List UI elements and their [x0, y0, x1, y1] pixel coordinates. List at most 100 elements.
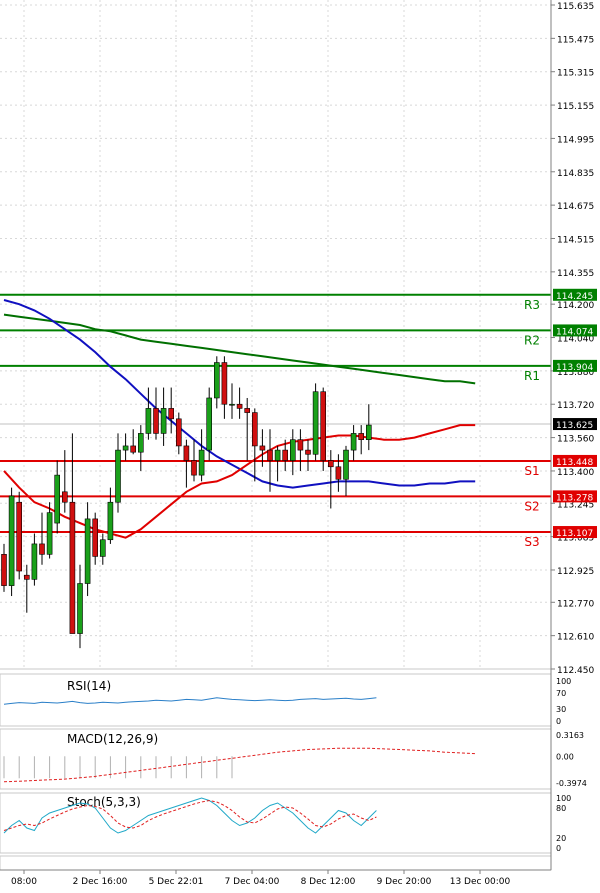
price-tick-label: 115.155 [557, 102, 594, 112]
candle [236, 387, 243, 419]
candle-body [365, 424, 372, 440]
candle-body [297, 439, 304, 451]
time-tick-label: 9 Dec 20:00 [377, 877, 432, 887]
price-tick-label: 114.995 [557, 135, 594, 145]
indicator-tick-label: 100 [556, 794, 571, 803]
level-price-tag-bg [553, 526, 597, 539]
candle [191, 439, 197, 482]
candle-body [191, 460, 197, 476]
level-price-tag-bg [553, 288, 597, 301]
candle [115, 433, 121, 513]
candle-body [274, 449, 281, 461]
level-price-tag: 113.904 [556, 363, 593, 373]
current-price-tag: 113.625 [556, 421, 593, 431]
time-tick-label: 13 Dec 00:00 [450, 877, 511, 887]
candle-body [176, 418, 182, 447]
candle-body [305, 449, 311, 455]
time-tick-label: 5 Dec 22:01 [149, 877, 204, 887]
macd-signal-line [3, 747, 476, 783]
candle [8, 487, 15, 597]
price-tick-label: 114.200 [557, 301, 594, 311]
candle [176, 412, 182, 455]
candle [358, 425, 365, 455]
level-label-r2: R2 [524, 333, 540, 347]
candle [39, 512, 45, 565]
candle-body [39, 543, 45, 555]
candle-body [252, 412, 258, 447]
price-tick-label: 113.720 [557, 401, 594, 411]
candle [305, 439, 311, 471]
candle [145, 387, 152, 440]
candle-body [122, 445, 129, 451]
candle [23, 564, 30, 613]
price-tick-label: 112.450 [557, 666, 594, 676]
candle-body [61, 491, 68, 503]
candle-body [335, 466, 342, 480]
candle-body [320, 391, 327, 461]
candle-body [54, 474, 61, 524]
candle-body [206, 397, 212, 451]
candle-body [100, 539, 106, 557]
indicator-tick-label: 70 [556, 689, 566, 698]
price-tick-label: 112.610 [557, 633, 594, 643]
time-axis: 08:00 2 Dec 16:00 5 Dec 22:01 7 Dec 04:00 8 … [11, 870, 511, 887]
stoch-pane-frame [0, 792, 552, 854]
candle [259, 429, 266, 467]
bottom-empty-pane [0, 855, 552, 871]
candle-body [31, 543, 38, 580]
level-price-tag: 113.278 [556, 493, 593, 503]
candle-body [160, 408, 167, 434]
indicator-tick-label: 0 [556, 717, 561, 726]
candle-body [229, 403, 235, 406]
candle [122, 433, 129, 461]
level-price-tag-bg [553, 490, 597, 503]
level-price-tag: 113.107 [556, 529, 593, 539]
price-grid [0, 0, 551, 670]
level-price-tag: 114.245 [556, 292, 593, 302]
macd-pane: MACD(12,26,9) 0.3163 0.00 -0.3974 [0, 728, 587, 790]
level-label-s3: S3 [524, 535, 539, 549]
time-tick-label: 8 Dec 12:00 [301, 877, 356, 887]
indicator-tick-label: 0.3163 [556, 731, 584, 740]
candle [252, 408, 258, 482]
candle-body [1, 554, 7, 586]
candle-body [282, 449, 289, 461]
price-tick-label: 113.400 [557, 468, 594, 478]
indicator-tick-label: 0 [556, 844, 561, 853]
candle [282, 439, 289, 471]
macd-axis: 0.3163 0.00 -0.3974 [556, 731, 587, 788]
rsi-title: RSI(14) [67, 679, 111, 693]
stoch-d-line [3, 799, 377, 831]
candle-body [236, 403, 243, 409]
indicator-tick-label: 80 [556, 804, 566, 813]
candle [16, 491, 23, 580]
rsi-line [3, 697, 377, 705]
candle [1, 543, 7, 592]
candle-body [214, 362, 220, 399]
price-pane: R3 R2 R1 S1 S2 S3 [0, 0, 551, 670]
candle [198, 429, 205, 482]
candle-body [107, 501, 114, 541]
candle [153, 387, 159, 440]
ma-line-ma-slow [3, 313, 476, 385]
candle [244, 397, 250, 461]
time-tick-label: 08:00 [11, 877, 37, 887]
candle [221, 356, 228, 419]
candle [365, 404, 372, 451]
time-tick-label: 7 Dec 04:00 [225, 877, 280, 887]
price-axis: 115.635 115.475 115.315 115.155 114.995 114.8… [551, 2, 594, 676]
candle-body [115, 449, 121, 503]
candle-body [84, 518, 91, 584]
candle-body [327, 460, 334, 468]
candle-body [183, 445, 190, 461]
ma-line-ma-fast [3, 424, 476, 539]
candle [77, 564, 83, 649]
candle-body [8, 495, 15, 586]
rsi-pane: RSI(14) 100 70 30 0 [0, 673, 571, 727]
candle-body [267, 449, 273, 461]
level-label-r3: R3 [524, 298, 540, 312]
candle-body [153, 408, 159, 434]
candle [100, 533, 106, 565]
candle [327, 450, 334, 509]
candle [61, 450, 68, 513]
